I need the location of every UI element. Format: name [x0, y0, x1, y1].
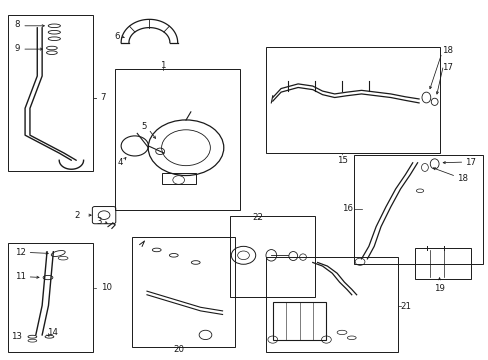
Text: 13: 13 — [11, 332, 22, 341]
Text: 8: 8 — [14, 19, 20, 28]
Text: 2: 2 — [74, 211, 80, 220]
Text: 14: 14 — [47, 328, 58, 337]
Text: 3: 3 — [96, 217, 102, 226]
Text: 22: 22 — [252, 213, 263, 222]
Text: 18: 18 — [456, 174, 467, 183]
Text: 20: 20 — [173, 345, 184, 354]
Bar — [266, 47, 439, 153]
Bar — [8, 15, 93, 171]
Bar — [266, 257, 397, 352]
Bar — [132, 237, 234, 347]
Text: 9: 9 — [14, 44, 20, 53]
Text: 5: 5 — [142, 122, 147, 131]
Text: 4: 4 — [118, 158, 123, 167]
Bar — [8, 243, 93, 352]
Bar — [115, 69, 239, 211]
Text: 11: 11 — [15, 272, 26, 281]
Text: 17: 17 — [464, 158, 475, 167]
Bar — [353, 155, 483, 264]
Bar — [161, 173, 195, 184]
Text: 7: 7 — [101, 93, 106, 102]
Bar — [272, 302, 326, 339]
Text: 19: 19 — [433, 284, 444, 293]
Text: 18: 18 — [441, 46, 452, 55]
Text: 17: 17 — [441, 63, 452, 72]
Text: 16: 16 — [341, 204, 352, 213]
Text: 21: 21 — [400, 302, 411, 311]
Text: 15: 15 — [336, 156, 347, 165]
Text: 10: 10 — [101, 283, 111, 292]
Bar — [229, 216, 315, 297]
Text: 6: 6 — [114, 32, 120, 41]
Text: 12: 12 — [15, 248, 26, 257]
Text: 1: 1 — [160, 61, 165, 70]
